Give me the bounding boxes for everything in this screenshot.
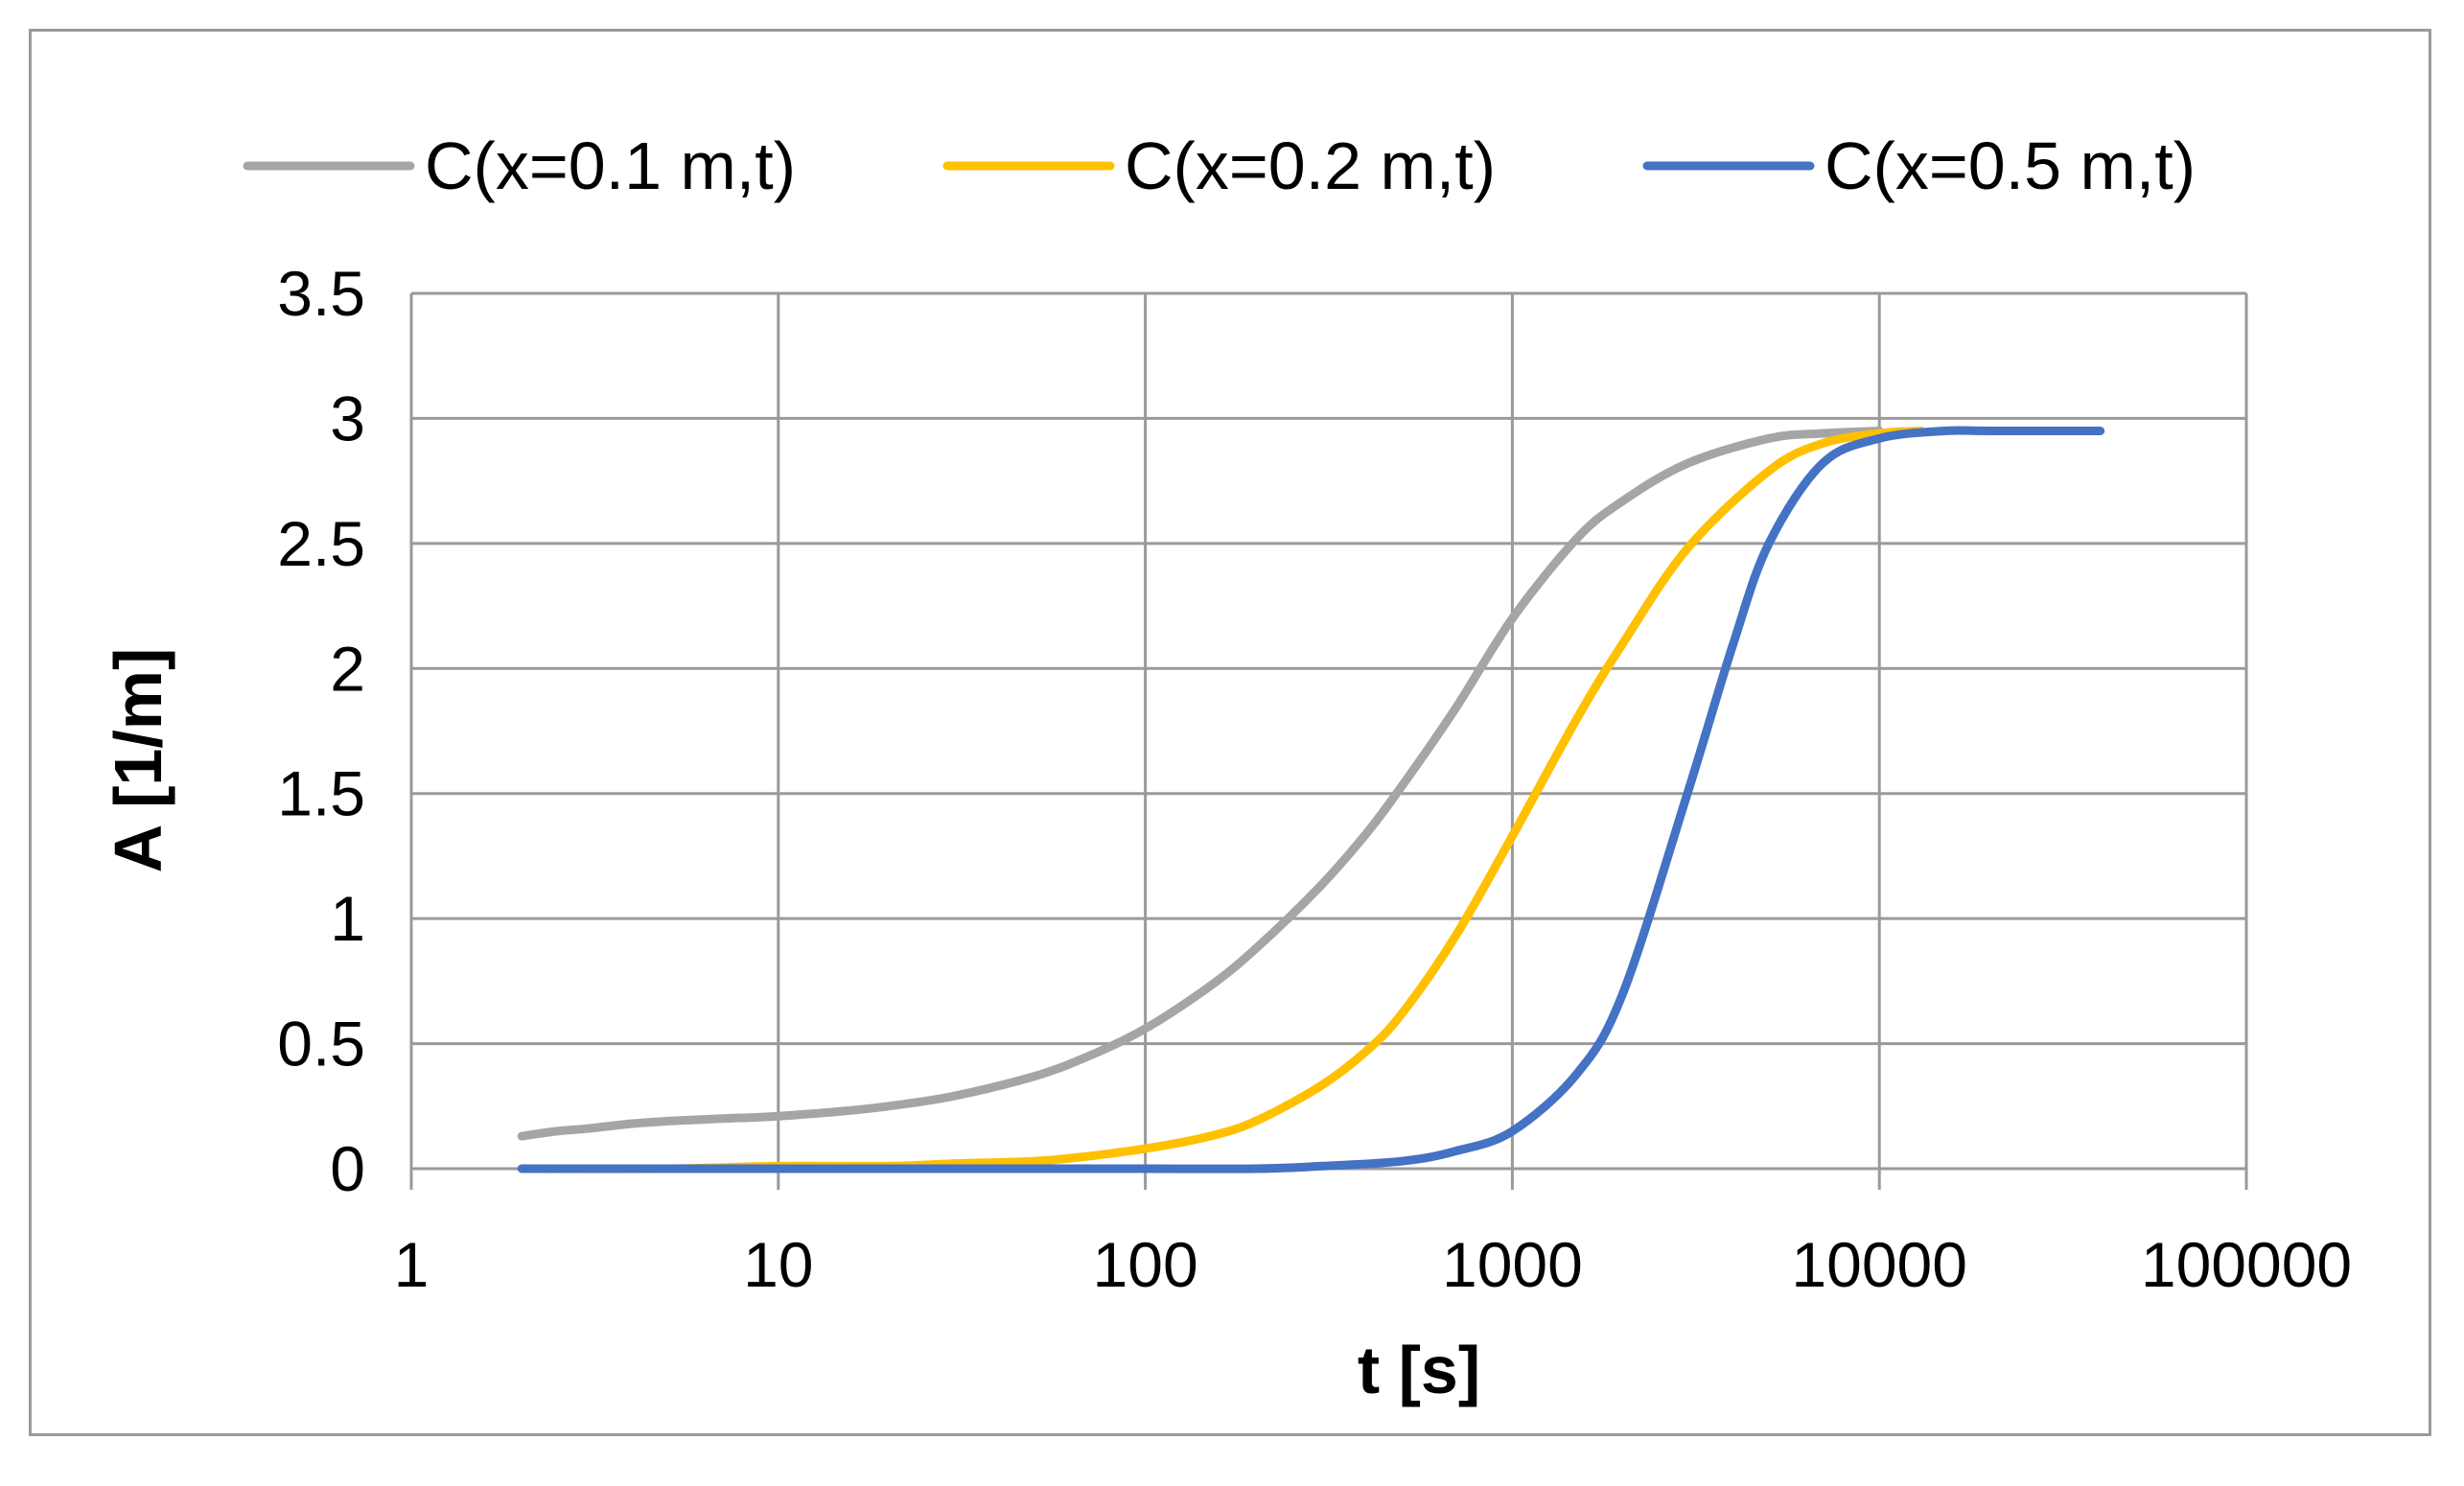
series-line-1 bbox=[517, 427, 1884, 1141]
y-tick-label: 1 bbox=[330, 883, 365, 954]
x-tick-label: 10000 bbox=[1791, 1229, 1967, 1300]
y-tick-label: 0 bbox=[330, 1133, 365, 1204]
legend-label-1: C(x=0.1 m,t) bbox=[425, 128, 796, 203]
grid-layer bbox=[409, 291, 2248, 1190]
series-line-3 bbox=[517, 426, 2105, 1173]
legend-label-3: C(x=0.5 m,t) bbox=[1825, 128, 2196, 203]
x-tick-label: 100 bbox=[1093, 1229, 1198, 1300]
y-axis-title: A [1/m] bbox=[101, 648, 175, 873]
y-tick-label: 3 bbox=[330, 383, 365, 453]
legend-label-2: C(x=0.2 m,t) bbox=[1125, 128, 1496, 203]
x-axis-title: t [s] bbox=[1358, 1333, 1480, 1407]
x-tick-label: 10 bbox=[743, 1229, 813, 1300]
chart-frame: 0 0.5 1 1.5 2 2.5 3 3.5 1 10 100 1000 10000 100000 C(… bbox=[29, 29, 2431, 1436]
y-tick-label: 2.5 bbox=[277, 508, 365, 579]
series-layer bbox=[517, 426, 2105, 1173]
series-line-2 bbox=[517, 427, 1926, 1173]
y-tick-label: 2 bbox=[330, 633, 365, 704]
legend-layer: C(x=0.1 m,t) C(x=0.2 m,t) C(x=0.5 m,t) bbox=[243, 128, 2196, 203]
x-tick-label: 1 bbox=[394, 1229, 430, 1300]
x-tick-label: 1000 bbox=[1442, 1229, 1583, 1300]
chart-svg: 0 0.5 1 1.5 2 2.5 3 3.5 1 10 100 1000 10000 100000 C(… bbox=[101, 128, 2352, 1407]
y-tick-label: 0.5 bbox=[277, 1009, 365, 1080]
y-tick-label: 3.5 bbox=[277, 258, 365, 329]
y-tick-label: 1.5 bbox=[277, 758, 365, 829]
x-tick-label: 100000 bbox=[2141, 1229, 2352, 1300]
tick-layer: 0 0.5 1 1.5 2 2.5 3 3.5 1 10 100 1000 10000 100000 bbox=[277, 258, 2352, 1300]
